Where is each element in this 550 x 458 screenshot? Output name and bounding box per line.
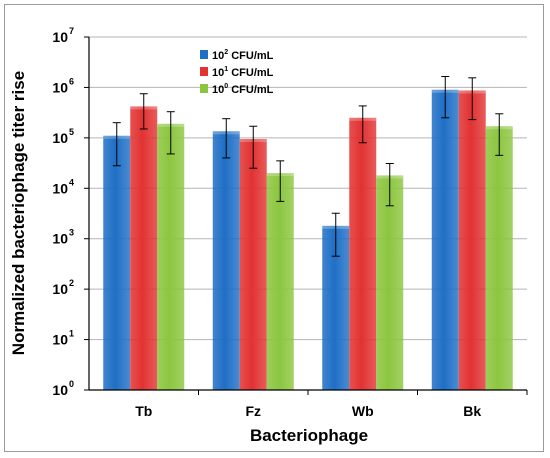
y-axis-title: Normalized bacteriophage titer rise	[9, 71, 28, 355]
y-tick-label: 10	[52, 231, 68, 247]
bar-fz-2	[266, 173, 294, 390]
bar-bk-2	[485, 126, 513, 390]
y-tick-label: 10	[52, 79, 68, 95]
y-tick-exponent: 0	[69, 379, 74, 389]
x-axis-title: Bacteriophage	[250, 426, 368, 445]
legend: 102 CFU/mL 101 CFU/mL 100 CFU/mL	[200, 49, 274, 96]
y-tick-label: 10	[52, 382, 68, 398]
y-tick-label: 10	[52, 29, 68, 45]
y-tick-exponent: 1	[69, 329, 74, 339]
legend-swatch-1	[200, 67, 208, 76]
legend-label-1: 101 CFU/mL	[212, 66, 274, 79]
bar-bk-1	[458, 90, 486, 391]
bar-fz-0	[212, 131, 240, 390]
legend-swatch-0	[200, 50, 208, 59]
bar-tb-0	[103, 135, 131, 390]
y-tick-exponent: 2	[69, 278, 74, 288]
bars	[103, 89, 513, 391]
y-tick-exponent: 7	[69, 26, 74, 36]
y-tick-label: 10	[52, 130, 68, 146]
y-tick-label: 10	[52, 332, 68, 348]
y-tick-exponent: 6	[69, 76, 74, 86]
bar-wb-2	[376, 175, 404, 390]
bar-fz-1	[239, 138, 267, 390]
bar-bk-0	[431, 89, 459, 390]
legend-label-0: 102 CFU/mL	[212, 49, 274, 62]
y-tick-exponent: 3	[69, 228, 74, 238]
legend-swatch-2	[200, 84, 208, 93]
x-tick-label-wb: Wb	[352, 403, 374, 419]
y-tick-label: 10	[52, 180, 68, 196]
y-tick-exponent: 4	[69, 177, 74, 187]
y-tick-label: 10	[52, 281, 68, 297]
bar-wb-1	[349, 117, 377, 390]
x-tick-label-bk: Bk	[463, 403, 481, 419]
bar-tb-1	[130, 106, 158, 390]
x-tick-label-tb: Tb	[135, 403, 152, 419]
error-bars	[112, 75, 504, 257]
x-tick-label-fz: Fz	[245, 403, 261, 419]
legend-label-2: 100 CFU/mL	[212, 83, 274, 96]
x-tick-labels: Tb Fz Wb Bk	[135, 390, 528, 419]
bar-tb-2	[157, 123, 185, 391]
y-tick-exponent: 5	[69, 127, 74, 137]
